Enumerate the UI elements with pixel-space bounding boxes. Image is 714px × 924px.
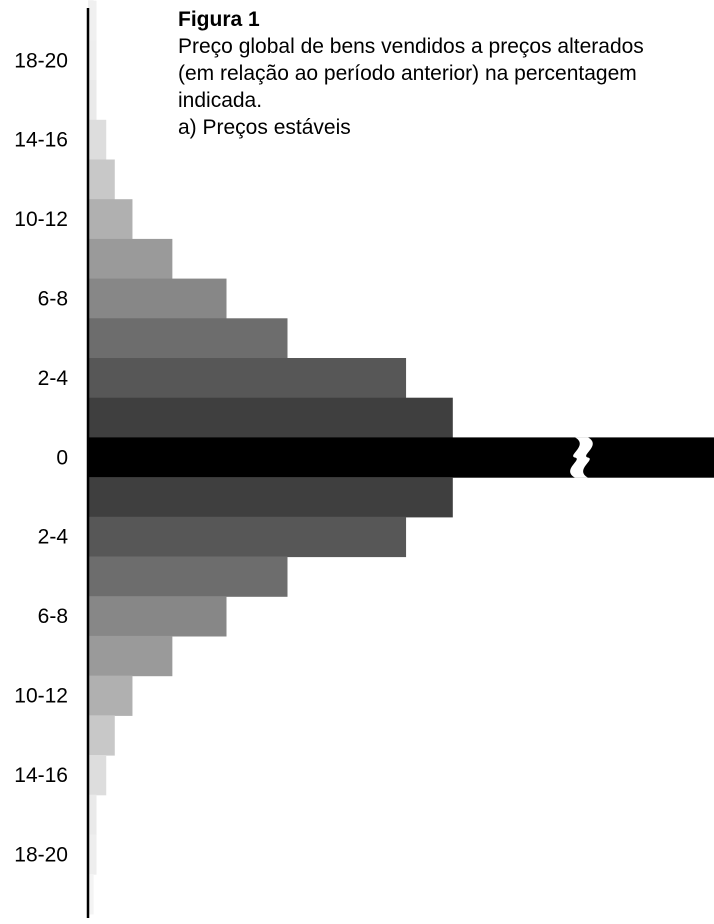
bars-layer — [88, 0, 714, 915]
bar-0-2-up — [88, 397, 453, 438]
bar-20-22-down — [88, 874, 94, 915]
y-tick-label: 18-20 — [14, 49, 68, 72]
bar-18-20-up — [88, 40, 97, 81]
axis-break-layer — [570, 437, 593, 478]
figure-caption: Figura 1 Preço global de bens vendidos a… — [178, 6, 714, 141]
caption-line-1: Preço global de bens vendidos a preços a… — [178, 35, 644, 58]
bar-10-12-down — [88, 675, 133, 716]
y-tick-label: 6-8 — [38, 287, 68, 310]
bar-2-4-up — [88, 358, 407, 399]
bar-12-14-up — [88, 159, 115, 200]
y-tick-label: 2-4 — [38, 526, 69, 549]
y-tick-label: 10-12 — [14, 208, 68, 231]
bar-22-24-up — [88, 0, 94, 2]
axis-break-mark — [570, 437, 593, 478]
y-tick-label: 6-8 — [38, 605, 68, 628]
figure-title: Figura 1 — [178, 8, 260, 31]
bar-18-20-down — [88, 834, 97, 875]
y-tick-label: 14-16 — [14, 129, 68, 152]
bar-6-8-down — [88, 596, 227, 637]
y-tick-label: 10-12 — [14, 684, 68, 707]
caption-line-2: (em relação ao período anterior) na perc… — [178, 62, 637, 85]
tick-labels-layer: 18-20 14-16 10-12 6-8 2-4 0 2-4 6-8 10-12 14-16 18… — [14, 49, 68, 924]
bar-8-10-down — [88, 635, 173, 677]
y-tick-label: 0 — [56, 446, 68, 469]
y-tick-label: 22-24 — [14, 923, 68, 924]
bar-4-6-up — [88, 318, 288, 359]
bar-20-22-up — [88, 0, 97, 41]
bar-16-18-down — [88, 794, 97, 835]
caption-line-3: indicada. — [178, 89, 263, 112]
bar-8-10-up — [88, 238, 173, 280]
bar-0 — [88, 437, 714, 478]
bar-12-14-down — [88, 715, 115, 756]
bar-4-6-down — [88, 556, 288, 597]
bar-2-4-down — [88, 516, 407, 558]
bar-0-2-down — [88, 477, 453, 518]
y-tick-label: 18-20 — [14, 843, 68, 866]
figure-subtitle: a) Preços estáveis — [178, 116, 351, 139]
y-tick-label: 2-4 — [38, 367, 69, 390]
y-tick-label: 14-16 — [14, 764, 68, 787]
bar-10-12-up — [88, 199, 133, 240]
bar-14-16-up — [88, 119, 107, 161]
bar-6-8-up — [88, 278, 227, 319]
bar-16-18-up — [88, 80, 97, 121]
bar-14-16-down — [88, 755, 107, 796]
